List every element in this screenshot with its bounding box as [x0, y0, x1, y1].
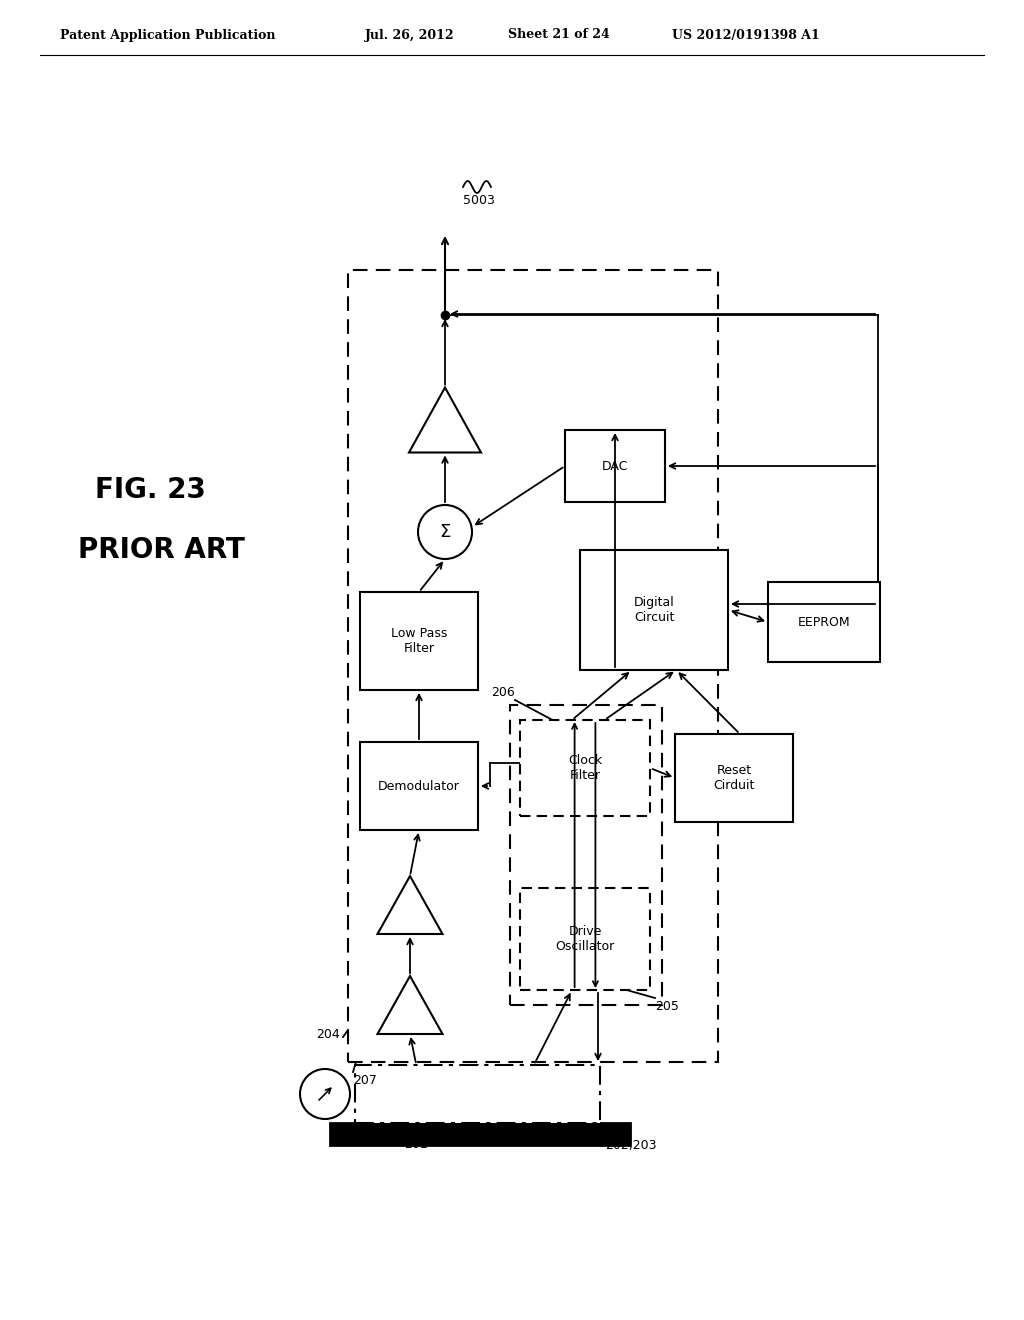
Text: Reset: Reset — [717, 764, 752, 777]
Text: Filter: Filter — [569, 768, 600, 781]
Text: Low Pass: Low Pass — [391, 627, 447, 640]
Text: 205: 205 — [655, 999, 679, 1012]
Text: Clock: Clock — [568, 754, 602, 767]
Bar — [580, 550, 728, 671]
Text: US 2012/0191398 A1: US 2012/0191398 A1 — [672, 29, 820, 41]
Bar — [768, 582, 880, 663]
Text: EEPROM: EEPROM — [798, 615, 850, 628]
Bar — [520, 888, 650, 990]
Text: PRIOR ART: PRIOR ART — [78, 536, 245, 564]
Text: 201: 201 — [404, 1138, 428, 1151]
Bar — [675, 734, 793, 822]
Bar — [360, 591, 478, 690]
Text: Demodulator: Demodulator — [378, 780, 460, 792]
Text: FIG. 23: FIG. 23 — [95, 477, 206, 504]
Text: $\Sigma$: $\Sigma$ — [439, 523, 452, 541]
Text: 202,203: 202,203 — [605, 1138, 656, 1151]
Text: DAC: DAC — [602, 459, 628, 473]
Bar — [510, 705, 662, 1005]
Bar — [348, 271, 718, 1063]
Bar — [360, 742, 478, 830]
Bar — [355, 1065, 600, 1123]
Bar — [330, 1123, 630, 1144]
Bar — [565, 430, 665, 502]
Text: 207: 207 — [353, 1073, 377, 1086]
Text: Drive: Drive — [568, 925, 602, 939]
Text: Sheet 21 of 24: Sheet 21 of 24 — [508, 29, 609, 41]
Text: Cirduit: Cirduit — [714, 779, 755, 792]
Text: Digital: Digital — [634, 597, 675, 610]
Text: Patent Application Publication: Patent Application Publication — [60, 29, 275, 41]
Text: 204: 204 — [316, 1027, 340, 1040]
Bar — [520, 719, 650, 816]
Text: 206: 206 — [492, 685, 515, 698]
Text: Oscillator: Oscillator — [555, 940, 614, 953]
Text: Circuit: Circuit — [634, 611, 674, 624]
Text: Jul. 26, 2012: Jul. 26, 2012 — [365, 29, 455, 41]
Text: Filter: Filter — [403, 642, 434, 655]
Text: 5003: 5003 — [463, 194, 495, 206]
